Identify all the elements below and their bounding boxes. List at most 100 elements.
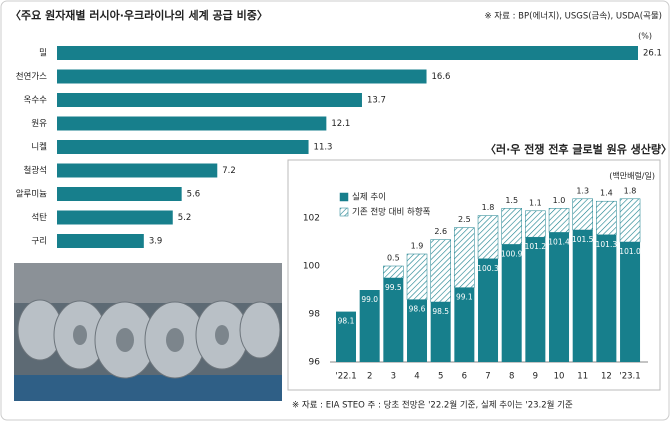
bar-segment — [454, 227, 475, 288]
bar — [57, 140, 309, 154]
value-label: 1.3 — [576, 186, 589, 195]
category-label: 옥수수 — [24, 96, 48, 106]
legend-label: 기존 전망 대비 하향폭 — [352, 207, 431, 218]
bar — [57, 210, 173, 225]
x-tick-label: 4 — [414, 372, 419, 382]
x-tick-label: 8 — [509, 372, 514, 382]
unit: (백만배럴/일) — [609, 171, 655, 181]
value-label: 1.5 — [505, 196, 518, 205]
legend-swatch — [339, 192, 349, 202]
x-tick-label: 10 — [554, 372, 565, 382]
bar — [57, 234, 144, 248]
value-label: 98.1 — [338, 317, 355, 326]
bar-segment — [383, 278, 404, 362]
bar-segment — [572, 230, 593, 362]
bar-segment — [620, 242, 641, 362]
bar — [57, 69, 427, 84]
x-tick-label: 3 — [391, 372, 396, 382]
value-label: 1.0 — [553, 196, 566, 205]
y-tick-label: 96 — [309, 358, 321, 368]
legend-swatch — [339, 207, 349, 217]
bar-segment — [596, 200, 617, 236]
y-tick-label: 98 — [309, 310, 321, 320]
value-label: 16.6 — [432, 72, 451, 82]
value-label: 5.2 — [178, 213, 192, 223]
x-tick-label: '22.1 — [335, 372, 356, 382]
y-tick-label: 100 — [303, 262, 320, 272]
bar-segment — [477, 215, 499, 260]
category-label: 니켈 — [31, 142, 47, 153]
bar — [57, 46, 638, 60]
x-tick-label: 5 — [438, 372, 443, 382]
value-label: 2.6 — [434, 227, 447, 236]
value-label: 101.0 — [619, 247, 641, 256]
value-label: 101.3 — [596, 240, 618, 249]
value-label: 1.4 — [600, 189, 613, 198]
value-label: 1.8 — [624, 186, 637, 195]
category-label: 석탄 — [31, 212, 47, 223]
value-label: 99.5 — [385, 283, 402, 292]
value-label: 26.1 — [643, 49, 662, 59]
category-label: 구리 — [31, 237, 47, 247]
value-label: 3.9 — [149, 237, 163, 247]
bar-segment — [548, 208, 570, 233]
bar-segment — [336, 311, 356, 362]
value-label: 1.1 — [529, 198, 542, 207]
x-tick-label: 11 — [577, 372, 588, 382]
bar-segment — [430, 239, 451, 303]
bar-segment — [501, 208, 522, 245]
title-bg — [480, 141, 658, 159]
value-label: 0.5 — [387, 254, 400, 263]
value-label: 1.8 — [482, 203, 495, 212]
category-label: 밀 — [39, 48, 47, 59]
bar-segment — [359, 290, 380, 362]
x-tick-label: 9 — [533, 372, 538, 382]
bar-segment — [406, 253, 428, 300]
bar — [57, 163, 218, 178]
bar — [57, 116, 327, 131]
x-tick-label: 2 — [367, 372, 372, 382]
bar-segment — [619, 198, 641, 243]
category-label: 천연가스 — [16, 71, 47, 82]
bar-segment — [454, 287, 475, 362]
value-label: 100.3 — [477, 264, 499, 273]
category-label: 원유 — [31, 119, 47, 129]
x-tick-label: '23.1 — [619, 372, 640, 382]
value-label: 2.5 — [458, 215, 471, 224]
bar-segment — [572, 198, 593, 231]
value-label: 1.9 — [411, 242, 424, 251]
value-label: 11.3 — [314, 143, 333, 153]
bar-segment — [501, 244, 522, 362]
value-label: 101.5 — [572, 235, 594, 244]
x-tick-label: 7 — [485, 372, 490, 382]
bar — [57, 187, 182, 201]
value-label: 98.5 — [432, 307, 449, 316]
bar-segment — [407, 299, 428, 362]
x-tick-label: 12 — [601, 372, 612, 382]
value-label: 101.4 — [548, 237, 570, 246]
bar-segment — [596, 234, 617, 362]
value-label: 5.6 — [187, 190, 201, 200]
bar-segment — [525, 210, 546, 238]
y-tick-label: 102 — [303, 214, 320, 224]
chart-title: 〈주요 원자재별 러시아·우크라이나의 세계 공급 비중〉 — [10, 8, 268, 22]
chart-title: 〈러·우 전쟁 전후 글로벌 원유 생산량〉 — [485, 142, 670, 156]
value-label: 7.2 — [222, 166, 236, 176]
bar-segment — [478, 258, 499, 362]
category-label: 알루미늄 — [16, 189, 47, 200]
bar — [57, 93, 362, 107]
value-label: 99.1 — [456, 293, 473, 302]
x-tick-label: 6 — [462, 372, 467, 382]
bar-segment — [430, 302, 451, 362]
photo — [14, 263, 282, 401]
unit: (%) — [638, 32, 652, 41]
value-label: 12.1 — [331, 119, 350, 129]
bar-segment — [549, 232, 570, 362]
value-label: 101.2 — [525, 242, 547, 251]
bar-segment — [525, 237, 546, 362]
legend-label: 실제 추이 — [352, 192, 386, 203]
source: ※ 자료 : BP(에너지), USGS(금속), USDA(곡물) — [484, 11, 662, 22]
value-label: 100.9 — [501, 249, 523, 258]
value-label: 98.6 — [409, 305, 426, 314]
